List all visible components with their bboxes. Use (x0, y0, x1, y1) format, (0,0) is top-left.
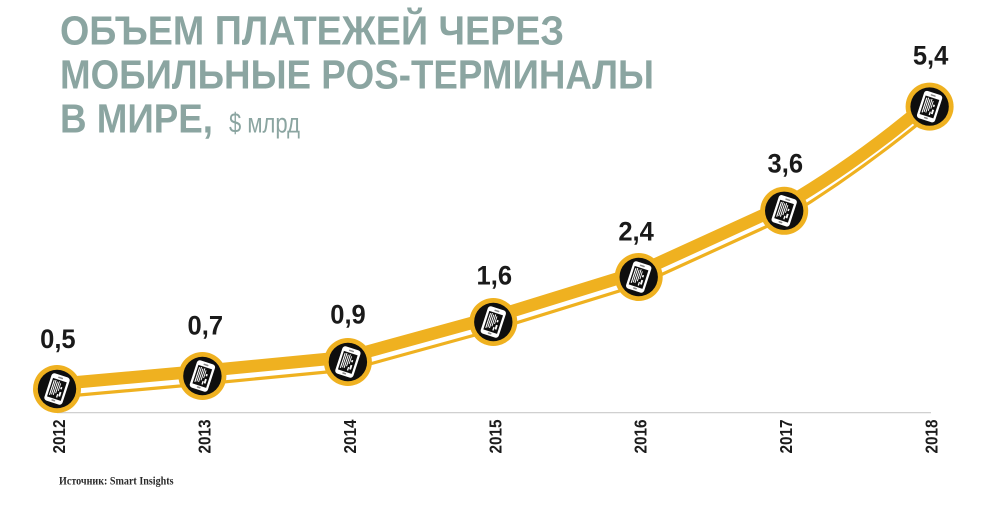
svg-text:В МИРЕ,: В МИРЕ, (60, 96, 213, 142)
svg-text:2015: 2015 (485, 419, 505, 453)
svg-text:1,6: 1,6 (477, 261, 513, 291)
svg-text:3,6: 3,6 (768, 149, 804, 179)
svg-text:2012: 2012 (49, 419, 69, 453)
svg-text:2013: 2013 (194, 419, 214, 453)
svg-text:0,5: 0,5 (40, 324, 76, 354)
svg-text:МОБИЛЬНЫЕ POS-ТЕРМИНАЛЫ: МОБИЛЬНЫЕ POS-ТЕРМИНАЛЫ (60, 52, 654, 98)
svg-text:2,4: 2,4 (618, 216, 654, 246)
svg-text:ОБЪЕМ ПЛАТЕЖЕЙ ЧЕРЕЗ: ОБЪЕМ ПЛАТЕЖЕЙ ЧЕРЕЗ (60, 7, 564, 53)
svg-text:2018: 2018 (922, 419, 942, 453)
svg-text:5,4: 5,4 (913, 40, 949, 70)
svg-text:$ млрд: $ млрд (229, 108, 300, 139)
svg-text:2017: 2017 (776, 420, 796, 454)
svg-text:Источник: Smart Insights: Источник: Smart Insights (59, 476, 174, 488)
svg-text:0,7: 0,7 (188, 311, 224, 341)
svg-text:2016: 2016 (631, 419, 651, 453)
svg-text:0,9: 0,9 (330, 299, 366, 329)
svg-text:2014: 2014 (340, 419, 360, 453)
